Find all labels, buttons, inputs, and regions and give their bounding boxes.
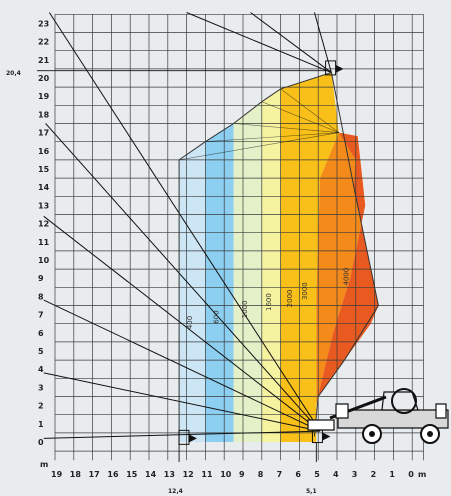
boom-angle-line	[313, 12, 332, 73]
zone-divider-line	[179, 132, 339, 161]
x-tick-label: 8	[258, 470, 264, 479]
zone-label-600: 600	[213, 310, 221, 323]
zone-divider-line	[205, 132, 339, 142]
y-tick-label: 20	[38, 74, 50, 83]
y-tick-label: 18	[38, 110, 50, 119]
y-tick-label: 10	[38, 256, 50, 265]
y-tick-label: 15	[38, 165, 50, 174]
x-tick-label: 0	[408, 470, 414, 479]
y-tick-label: 14	[38, 183, 50, 192]
y-tick-label: 5	[38, 347, 44, 356]
y-tick-label: 0	[38, 438, 44, 447]
x-axis-unit: m	[418, 470, 426, 479]
x-tick-label: 12	[183, 470, 194, 479]
zone-divider-line	[233, 123, 339, 133]
zone-label-2000: 2000	[286, 289, 294, 307]
x-tick-label: 11	[201, 470, 213, 479]
near-outreach-label: 5,1	[306, 488, 317, 495]
y-tick-label: 21	[38, 56, 50, 65]
boom-angle-line	[43, 215, 321, 432]
boom-angle-line	[43, 299, 321, 432]
max-height-label: 20,4	[6, 70, 21, 77]
zone-divider-line	[261, 101, 339, 133]
y-tick-label: 9	[38, 274, 44, 283]
x-tick-label: 19	[51, 470, 63, 479]
load-zone-400	[179, 141, 206, 442]
y-tick-label: 7	[38, 311, 44, 320]
y-tick-label: 17	[38, 129, 49, 138]
machine-hub-rear	[427, 431, 433, 437]
x-tick-label: 5	[314, 470, 320, 479]
boom-angle-line	[186, 12, 332, 74]
zone-label-1000: 1000	[241, 300, 249, 318]
chart-labels: m m 20,4 12,4 5,1 19 18 17 16 15 14 13 12 11 10 9 8…	[6, 19, 426, 495]
x-tick-label: 3	[352, 470, 358, 479]
load-zone-1000	[233, 101, 262, 442]
x-tick-label: 9	[239, 470, 245, 479]
load-zone-2000	[280, 72, 339, 442]
x-tick-label: 14	[145, 470, 157, 479]
x-tick-label: 18	[70, 470, 82, 479]
y-tick-label: 16	[38, 147, 50, 156]
y-tick-label: 1	[38, 420, 44, 429]
x-tick-label: 17	[89, 470, 100, 479]
machine-outrigger-rear	[435, 403, 447, 419]
machine-wheel-upper	[391, 388, 417, 414]
boom-angle-line	[43, 372, 321, 432]
y-tick-label: 4	[38, 365, 44, 374]
x-tick-label: 2	[371, 470, 377, 479]
boom-angle-lines	[43, 12, 340, 439]
y-axis-unit: m	[40, 460, 48, 469]
boom-angle-line	[48, 12, 321, 432]
y-tick-label: 3	[38, 383, 44, 392]
machine-cab	[381, 391, 419, 411]
telehandler-drawing	[307, 388, 449, 444]
x-tick-label: 7	[277, 470, 283, 479]
y-tick-label: 2	[38, 402, 44, 411]
y-tick-label: 11	[38, 238, 50, 247]
envelope-outline	[178, 71, 379, 442]
x-tick-label: 13	[164, 470, 175, 479]
boom-angle-line	[45, 123, 321, 432]
fork-symbol	[178, 429, 197, 445]
y-tick-label: 19	[38, 92, 50, 101]
machine-fork-carriage	[307, 419, 335, 431]
y-tick-label: 13	[38, 201, 49, 210]
load-zone-1600	[261, 88, 281, 443]
y-tick-label: 12	[38, 220, 49, 229]
zone-divider-line	[280, 88, 340, 133]
x-tick-label: 6	[295, 470, 301, 479]
boom-angle-line	[250, 12, 332, 73]
zone-label-400: 400	[186, 316, 194, 329]
x-tick-label: 4	[333, 470, 339, 479]
x-tick-label: 15	[126, 470, 138, 479]
y-tick-label: 6	[38, 329, 44, 338]
load-zones	[179, 72, 379, 443]
y-tick-label: 22	[38, 38, 49, 47]
y-tick-label: 8	[38, 292, 44, 301]
x-tick-label: 10	[220, 470, 232, 479]
y-tick-label: 23	[38, 19, 49, 28]
zone-label-1600: 1600	[265, 293, 273, 311]
zone-label-4000: 4000	[342, 268, 350, 286]
zone-label-3000: 3000	[301, 282, 309, 300]
x-tick-label: 16	[107, 470, 119, 479]
machine-hub-front	[369, 431, 375, 437]
boom-angle-line	[43, 430, 321, 439]
machine-outrigger-front	[335, 403, 349, 419]
x-tick-label: 1	[389, 470, 395, 479]
max-outreach-label: 12,4	[168, 488, 183, 495]
fork-symbol	[325, 60, 344, 76]
load-zone-600	[205, 123, 234, 442]
